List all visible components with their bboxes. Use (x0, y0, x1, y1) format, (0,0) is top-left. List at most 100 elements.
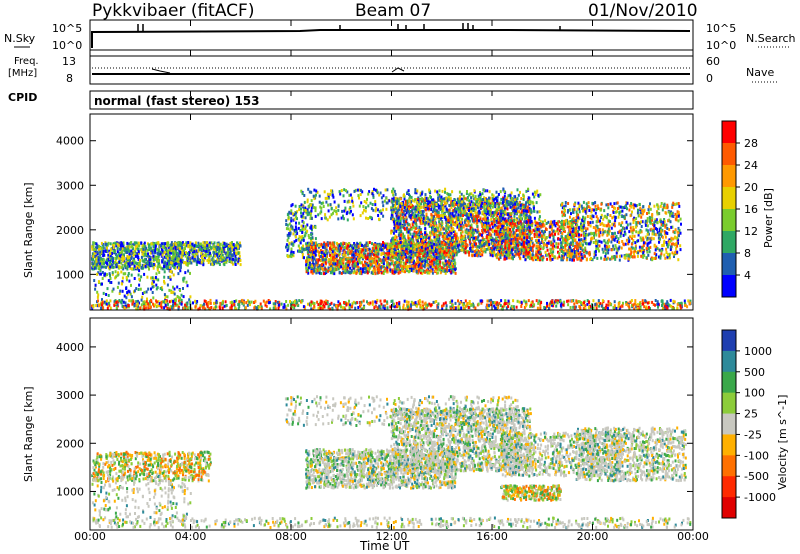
range-cell (104, 249, 107, 253)
range-cell (356, 260, 359, 264)
range-cell (318, 243, 320, 247)
range-cell (323, 246, 326, 250)
range-cell (176, 285, 179, 289)
range-cell (310, 270, 313, 274)
range-cell (168, 259, 170, 263)
range-cell (196, 255, 199, 259)
range-cell (146, 275, 149, 279)
range-cell (143, 254, 145, 258)
range-cell (358, 271, 361, 275)
range-cell (188, 251, 191, 255)
range-cell (340, 265, 343, 269)
range-cell (117, 266, 120, 270)
range-cell (232, 253, 235, 257)
range-cell (102, 259, 105, 263)
range-cell (336, 263, 339, 267)
range-cell (157, 252, 160, 256)
range-cell (160, 286, 163, 290)
range-cell (111, 272, 114, 276)
range-cell (111, 289, 114, 293)
range-cell (94, 287, 97, 291)
range-cell (172, 252, 175, 256)
range-cell (98, 244, 101, 248)
range-cell (154, 249, 157, 253)
range-cell (446, 266, 449, 270)
range-cell (169, 305, 172, 309)
range-cell (127, 258, 129, 262)
range-cell (146, 248, 149, 252)
range-cell (325, 262, 327, 266)
range-cell (223, 257, 226, 261)
range-cell (213, 260, 216, 264)
range-cell (169, 243, 172, 247)
range-cell (393, 270, 396, 274)
range-cell (415, 231, 418, 235)
range-cell (384, 244, 387, 248)
range-cell (128, 299, 131, 303)
range-cell (114, 265, 117, 269)
range-cell (98, 265, 101, 269)
range-cell (338, 260, 341, 264)
range-cell (450, 259, 453, 263)
range-cell (210, 246, 213, 250)
range-cell (425, 268, 428, 272)
range-cell (212, 244, 215, 248)
noise-left-tick-bottom: 10^0 (52, 39, 82, 52)
range-cell (166, 295, 169, 299)
range-cell (384, 256, 387, 260)
range-cell (445, 268, 448, 272)
range-cell (307, 271, 310, 275)
range-cell (125, 278, 128, 282)
range-cell (108, 260, 111, 264)
range-cell (109, 265, 112, 269)
range-cell (425, 212, 428, 216)
range-cell (234, 254, 237, 258)
range-cell (414, 253, 417, 257)
range-cell (409, 210, 412, 213)
range-cell (154, 276, 157, 279)
range-cell (436, 271, 439, 275)
range-cell (369, 256, 372, 260)
range-cell (468, 199, 471, 203)
range-cell (382, 272, 385, 275)
range-cell (399, 219, 402, 223)
range-cell (422, 209, 425, 213)
range-cell (154, 247, 157, 251)
range-cell (129, 292, 132, 296)
range-cell (126, 256, 129, 260)
range-cell (111, 263, 114, 267)
range-cell (390, 217, 392, 221)
range-cell (166, 262, 169, 265)
range-cell (213, 251, 216, 255)
noise-left-tick-top: 10^5 (52, 22, 82, 35)
range-cell (358, 242, 361, 246)
range-cell (92, 244, 95, 248)
range-cell (390, 249, 393, 253)
range-cell (382, 252, 385, 256)
range-cell (130, 295, 133, 299)
range-cell (371, 242, 373, 246)
range-cell (188, 261, 191, 265)
range-cell (141, 295, 144, 299)
range-cell (235, 258, 238, 262)
range-cell (156, 265, 159, 269)
range-cell (185, 251, 188, 254)
range-cell (329, 253, 332, 257)
range-cell (435, 238, 438, 242)
range-cell (206, 244, 209, 248)
range-cell (133, 249, 136, 253)
range-cell (152, 280, 155, 284)
range-cell (354, 249, 357, 253)
range-cell (479, 247, 482, 251)
range-cell (322, 268, 325, 272)
range-cell (187, 241, 190, 244)
range-cell (119, 254, 121, 258)
range-cell (133, 264, 136, 268)
range-cell (474, 210, 477, 214)
range-cell (369, 263, 372, 267)
range-cell (220, 258, 223, 262)
range-cell (432, 258, 435, 262)
range-cell (419, 265, 422, 269)
range-cell (229, 242, 232, 245)
range-cell (108, 249, 111, 253)
